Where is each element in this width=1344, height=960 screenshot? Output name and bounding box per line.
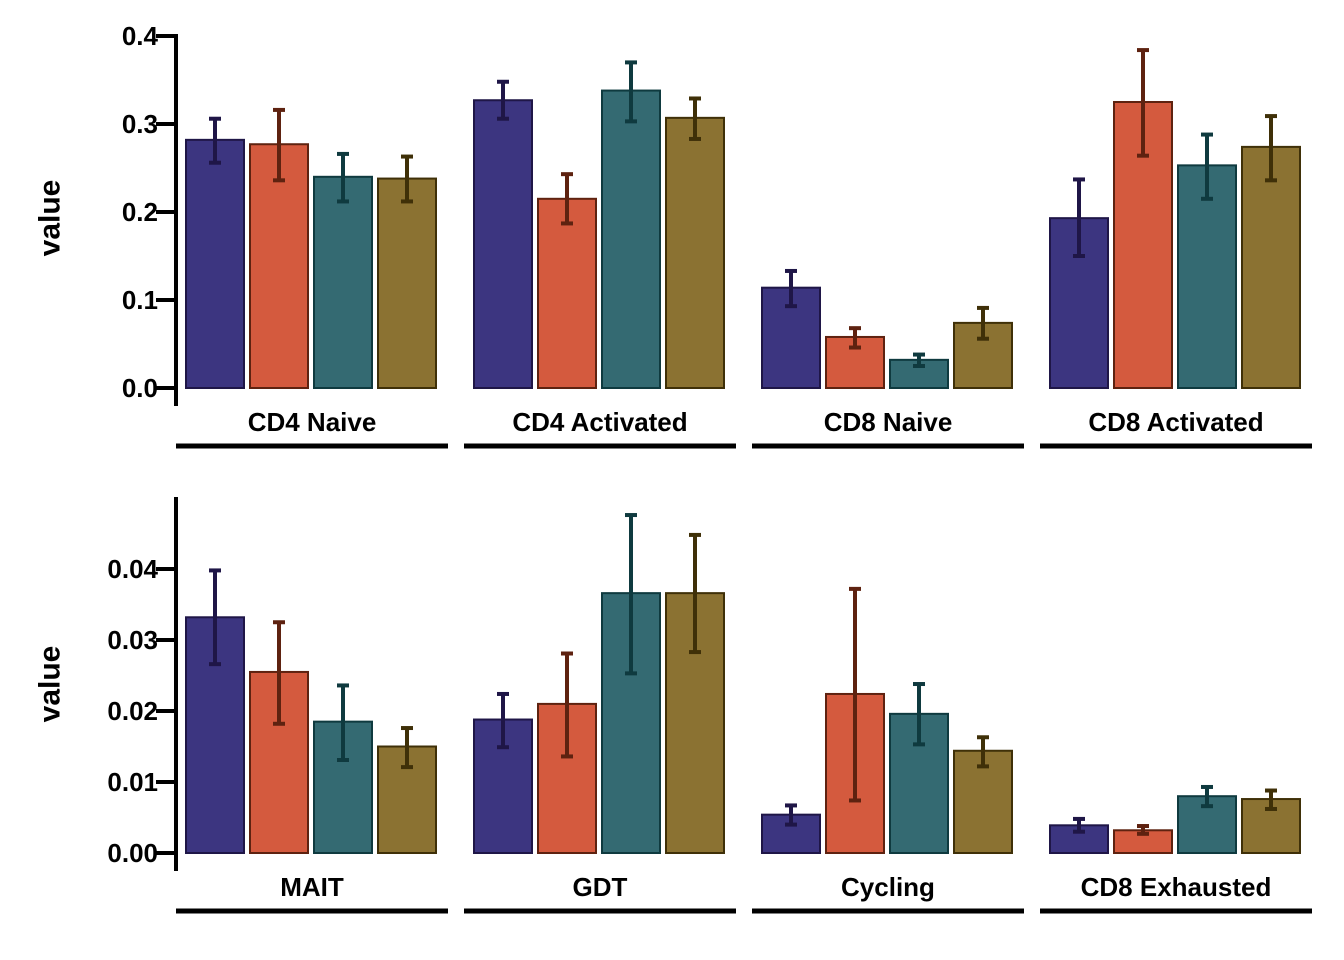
chart-panel-2: MAIT GDT Cycling CD8 Exhausted 0.00 0.01 0.02 0…: [34, 497, 1312, 914]
group-label: GDT: [573, 872, 628, 902]
y-tick-label: 0.03: [107, 625, 158, 655]
error-bar-gdt-4: [689, 532, 701, 655]
y-tick-label: 0.0: [122, 373, 158, 403]
error-bar-cycling-4: [977, 735, 989, 769]
error-bar-cd8-naive-4: [977, 305, 989, 341]
error-bar-cd8-activated-2: [1137, 48, 1149, 158]
error-bar-cd8-exhausted-4: [1265, 788, 1277, 811]
bar-cd8-activated-3: [1177, 164, 1237, 389]
bar-cd4-activated-4: [665, 116, 725, 389]
y-tick-label: 0.2: [122, 197, 158, 227]
chart-panel-1: CD4 Naive CD4 Activated CD8 Naive CD8 Activ…: [34, 21, 1312, 449]
bar-cd4-activated-2: [537, 197, 597, 389]
error-bar-cd8-naive-3: [913, 352, 925, 368]
error-bar-cd8-activated-1: [1073, 177, 1085, 258]
bar-cd4-naive-3: [313, 175, 373, 389]
y-axis-title: value: [34, 646, 67, 723]
error-bar-mait-2: [273, 620, 285, 726]
error-bar-cycling-2: [849, 586, 861, 803]
error-bar-mait-3: [337, 683, 349, 762]
group-label: CD4 Activated: [512, 407, 687, 437]
error-bar-cd8-activated-4: [1265, 114, 1277, 183]
group-label: Cycling: [841, 872, 935, 902]
group-label: CD8 Activated: [1088, 407, 1263, 437]
y-tick-label: 0.1: [122, 285, 158, 315]
error-bar-cd4-naive-2: [273, 107, 285, 183]
y-tick-label: 0.00: [107, 838, 158, 868]
error-bar-cycling-1: [785, 803, 797, 827]
error-bar-cd8-activated-3: [1201, 132, 1213, 201]
y-tick-label: 0.4: [122, 21, 159, 51]
group-label: CD4 Naive: [248, 407, 377, 437]
error-bar-mait-1: [209, 568, 221, 667]
bar-cd4-activated-1: [473, 99, 533, 390]
error-bar-gdt-3: [625, 513, 637, 676]
y-axis-title: value: [34, 180, 67, 257]
group-label: CD8 Naive: [824, 407, 953, 437]
group-label: MAIT: [280, 872, 344, 902]
y-tick-label: 0.02: [107, 696, 158, 726]
bar-cd4-naive-4: [377, 177, 437, 389]
error-bar-cd4-activated-3: [625, 60, 637, 124]
bar-gdt-3: [601, 592, 661, 854]
error-bar-cd8-naive-2: [849, 326, 861, 350]
error-bar-gdt-1: [497, 691, 509, 750]
error-bar-cd8-exhausted-1: [1073, 816, 1085, 834]
error-bar-cd4-activated-4: [689, 96, 701, 141]
bar-cd8-activated-4: [1241, 145, 1301, 389]
bar-cd4-naive-2: [249, 143, 309, 389]
error-bar-cd8-exhausted-2: [1137, 824, 1149, 836]
error-bar-cd4-naive-1: [209, 116, 221, 165]
error-bar-mait-4: [401, 726, 413, 770]
error-bar-cd4-naive-3: [337, 151, 349, 204]
bar-cd4-naive-1: [185, 138, 245, 389]
error-bar-cd4-activated-1: [497, 79, 509, 121]
y-tick-label: 0.04: [107, 554, 158, 584]
error-bar-cd8-naive-1: [785, 268, 797, 309]
group-label: CD8 Exhausted: [1081, 872, 1272, 902]
error-bar-cd4-activated-2: [561, 172, 573, 226]
y-tick-label: 0.01: [107, 767, 158, 797]
error-bar-gdt-2: [561, 651, 573, 759]
error-bar-cd8-exhausted-3: [1201, 784, 1213, 809]
error-bar-cd4-naive-4: [401, 154, 413, 204]
y-tick-label: 0.3: [122, 109, 158, 139]
error-bar-cycling-3: [913, 682, 925, 747]
bar-cd4-activated-3: [601, 89, 661, 389]
